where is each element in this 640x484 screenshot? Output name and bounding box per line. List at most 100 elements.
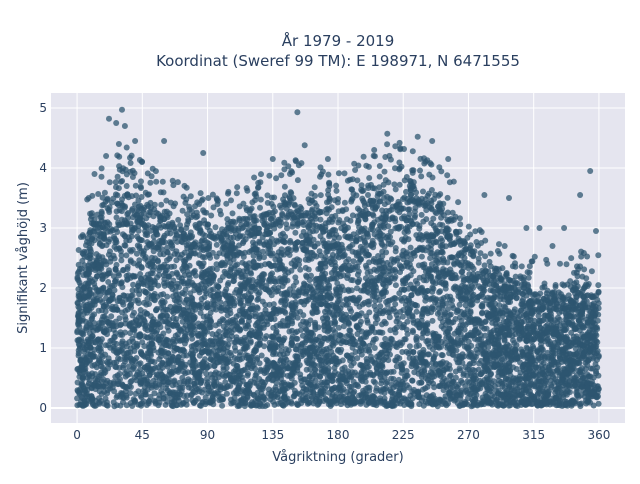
data-point [127,390,133,396]
data-point [394,312,400,318]
data-point [377,174,383,180]
data-point [309,191,315,197]
data-point [574,350,580,356]
data-point [357,236,363,242]
data-point [414,344,420,350]
data-point [222,269,228,275]
data-point [410,268,416,274]
data-point [482,262,488,268]
data-point [115,174,121,180]
data-point [420,189,426,195]
data-point [148,313,154,319]
data-point [231,227,237,233]
data-point [388,376,394,382]
data-point [225,312,231,318]
data-point [421,277,427,283]
data-point [430,216,436,222]
data-point [269,201,275,207]
data-point [219,403,225,409]
data-point [131,310,137,316]
data-point [414,309,420,315]
data-point [337,332,343,338]
data-point [310,310,316,316]
data-point [401,336,407,342]
data-point [442,280,448,286]
data-point [387,272,393,278]
data-point [441,295,447,301]
data-point [596,289,602,295]
data-point [101,389,107,395]
data-point [284,225,290,231]
data-point [425,268,431,274]
data-point [158,202,164,208]
data-point [237,372,243,378]
data-point [76,311,82,317]
data-point [439,242,445,248]
data-point [443,402,449,408]
data-point [114,201,120,207]
data-point [278,205,284,211]
data-point [138,275,144,281]
data-point [209,331,215,337]
data-point [239,283,245,289]
data-point [476,256,482,262]
data-point [263,357,269,363]
data-point [346,245,352,251]
data-point [180,347,186,353]
data-point [328,276,334,282]
data-point [400,314,406,320]
data-point [107,179,113,185]
chart-title-line-2: Koordinat (Sweref 99 TM): E 198971, N 64… [156,52,520,70]
data-point [510,337,516,343]
data-point [78,357,84,363]
data-point [390,214,396,220]
data-point [303,257,309,263]
data-point [397,182,403,188]
data-point [213,224,219,230]
data-point [225,282,231,288]
data-point [439,249,445,255]
data-point [446,319,452,325]
data-point [356,277,362,283]
data-point [437,288,443,294]
data-point [80,376,86,382]
data-point [594,297,600,303]
data-point [435,311,441,317]
data-point [287,286,293,292]
data-point [413,190,419,196]
data-point [117,403,123,409]
data-point [513,351,519,357]
data-point [259,353,265,359]
data-point [271,195,277,201]
data-point [152,202,158,208]
data-point [346,288,352,294]
data-point [430,318,436,324]
data-point [113,179,119,185]
data-point [350,277,356,283]
data-point [98,339,104,345]
data-point [116,185,122,191]
data-point [110,227,116,233]
data-point [394,319,400,325]
data-point [430,295,436,301]
data-point [403,189,409,195]
data-point [127,321,133,327]
data-point [377,297,383,303]
data-point [463,246,469,252]
data-point [116,272,122,278]
data-point [134,251,140,257]
data-point [360,388,366,394]
data-point [263,211,269,217]
data-point [393,282,399,288]
chart-title-line-1: År 1979 - 2019 [282,31,395,50]
data-point [440,352,446,358]
data-point [579,355,585,361]
data-point [544,290,550,296]
data-point [163,402,169,408]
data-point [286,202,292,208]
data-point [256,239,262,245]
data-point [251,264,257,270]
data-point [312,200,318,206]
data-point [215,292,221,298]
data-point [118,257,124,263]
